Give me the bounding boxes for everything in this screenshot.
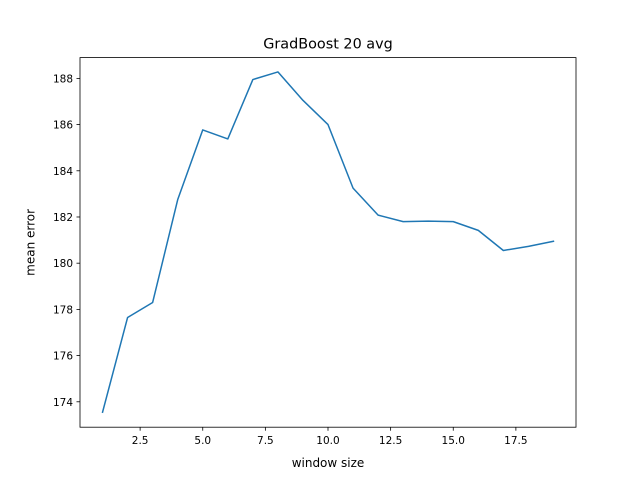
y-axis-ticks: 174 176 178 180 182 184 186 188 (53, 73, 80, 409)
x-axis-label: window size (292, 456, 365, 470)
x-tick-label: 12.5 (379, 435, 402, 447)
y-tick-label: 176 (53, 351, 73, 363)
plot-frame (79, 57, 577, 428)
y-tick-label: 182 (53, 212, 73, 224)
y-axis-label: mean error (24, 209, 38, 276)
series-layer (101, 71, 555, 414)
series-line (101, 71, 555, 414)
chart-title: GradBoost 20 avg (263, 37, 393, 53)
x-tick-label: 10.0 (316, 435, 339, 447)
x-tick-label: 17.5 (504, 435, 527, 447)
y-tick-label: 184 (53, 166, 73, 178)
x-tick-label: 2.5 (132, 435, 149, 447)
x-tick-label: 15.0 (442, 435, 465, 447)
y-tick-label: 178 (53, 304, 73, 316)
y-tick-label: 186 (53, 120, 73, 132)
x-axis-ticks: 2.5 5.0 7.5 10.0 12.5 15.0 17.5 (132, 427, 528, 447)
x-tick-label: 5.0 (194, 435, 211, 447)
y-tick-label: 174 (53, 397, 73, 409)
y-tick-label: 180 (53, 258, 73, 270)
y-tick-label: 188 (53, 73, 73, 85)
x-tick-label: 7.5 (257, 435, 274, 447)
